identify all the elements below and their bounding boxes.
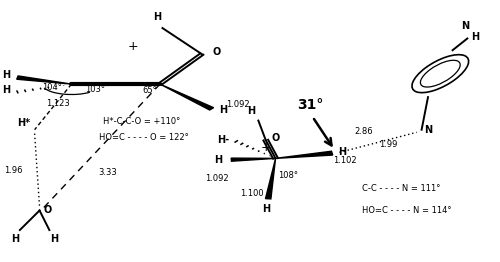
- Text: H-: H-: [216, 135, 229, 145]
- Polygon shape: [231, 158, 276, 161]
- Text: HO=C - - - - N = 114°: HO=C - - - - N = 114°: [362, 206, 451, 215]
- Text: H*: H*: [18, 118, 30, 128]
- Text: O: O: [212, 47, 221, 57]
- Text: H: H: [247, 106, 255, 116]
- Text: 1.123: 1.123: [46, 99, 70, 108]
- Text: H: H: [472, 32, 480, 42]
- Text: H: H: [338, 147, 346, 157]
- Polygon shape: [160, 84, 214, 110]
- Text: 104°: 104°: [42, 84, 62, 92]
- Text: 2.86: 2.86: [355, 127, 374, 136]
- Text: H: H: [2, 85, 10, 95]
- Text: H: H: [214, 155, 222, 165]
- Text: N: N: [461, 21, 469, 31]
- Text: N: N: [424, 125, 432, 135]
- Text: 1.99: 1.99: [380, 140, 398, 149]
- Text: +: +: [128, 40, 138, 53]
- Text: H: H: [2, 70, 10, 80]
- Text: 108°: 108°: [278, 171, 298, 180]
- Text: 1.092: 1.092: [226, 100, 250, 110]
- Text: H: H: [154, 12, 162, 21]
- Text: H: H: [262, 205, 270, 215]
- Text: H: H: [50, 234, 58, 244]
- Text: 31°: 31°: [297, 98, 323, 112]
- Text: 3.33: 3.33: [98, 168, 117, 177]
- Text: C-C - - - - N = 111°: C-C - - - - N = 111°: [362, 184, 440, 193]
- Polygon shape: [276, 151, 332, 158]
- Text: H*-C-C-O = +110°: H*-C-C-O = +110°: [104, 117, 180, 126]
- Text: H: H: [11, 234, 19, 244]
- Text: 103°: 103°: [85, 85, 105, 94]
- Polygon shape: [16, 76, 72, 84]
- Text: HO=C - - - - O = 122°: HO=C - - - - O = 122°: [98, 133, 188, 142]
- Text: +: +: [260, 141, 271, 154]
- Text: O: O: [44, 205, 52, 215]
- Text: H: H: [219, 105, 227, 115]
- Text: 1.96: 1.96: [4, 166, 22, 174]
- Text: O: O: [272, 133, 280, 143]
- Text: 1.100: 1.100: [240, 189, 264, 198]
- Polygon shape: [266, 158, 276, 199]
- Text: 65°: 65°: [143, 86, 158, 95]
- Text: 1.102: 1.102: [333, 156, 356, 165]
- Text: 1.092: 1.092: [205, 174, 229, 183]
